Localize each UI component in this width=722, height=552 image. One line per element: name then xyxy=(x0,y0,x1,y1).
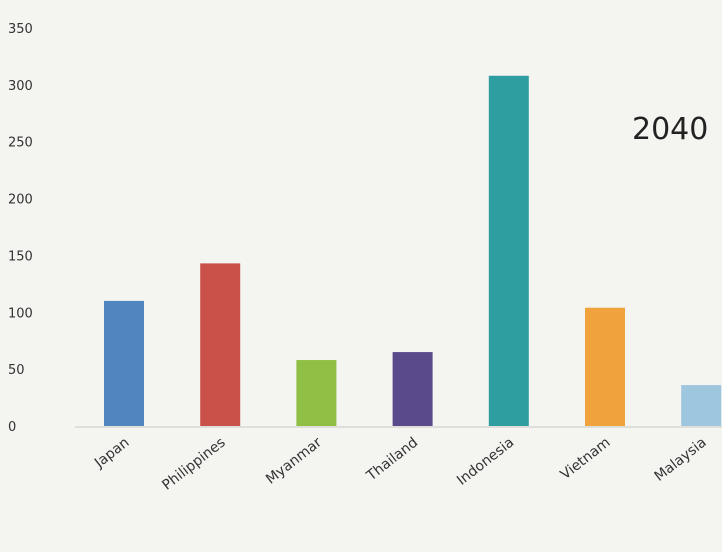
bar-myanmar xyxy=(296,360,337,426)
bar-philippines xyxy=(200,263,241,426)
bar-indonesia xyxy=(488,75,529,426)
y-tick-label: 50 xyxy=(8,363,25,378)
y-tick-label: 300 xyxy=(8,79,33,94)
x-tick-label: Indonesia xyxy=(454,435,517,489)
x-tick-label: Philippines xyxy=(159,435,228,494)
y-tick-label: 0 xyxy=(8,420,16,435)
x-tick-label: Malaysia xyxy=(652,435,710,485)
bar-malaysia xyxy=(681,385,722,426)
x-tick-label: Thailand xyxy=(363,435,421,485)
x-tick-label: Japan xyxy=(91,435,132,472)
y-tick-label: 200 xyxy=(8,193,33,208)
y-tick-label: 150 xyxy=(8,249,33,264)
y-tick-label: 250 xyxy=(8,136,33,151)
x-tick-label: Vietnam xyxy=(558,435,614,484)
bars xyxy=(104,75,722,426)
x-axis-labels: Japan Philippines Myanmar Thailand Indonesia… xyxy=(91,434,710,493)
bar-thailand xyxy=(392,352,433,426)
bar-japan xyxy=(104,300,144,426)
y-tick-label: 100 xyxy=(8,306,33,321)
y-tick-label: 350 xyxy=(8,22,33,37)
year-annotation: 2040 xyxy=(632,112,708,147)
y-axis: 0 50 100 150 200 250 300 350 xyxy=(8,22,33,435)
bar-vietnam xyxy=(585,307,625,426)
x-tick-label: Myanmar xyxy=(263,434,325,487)
